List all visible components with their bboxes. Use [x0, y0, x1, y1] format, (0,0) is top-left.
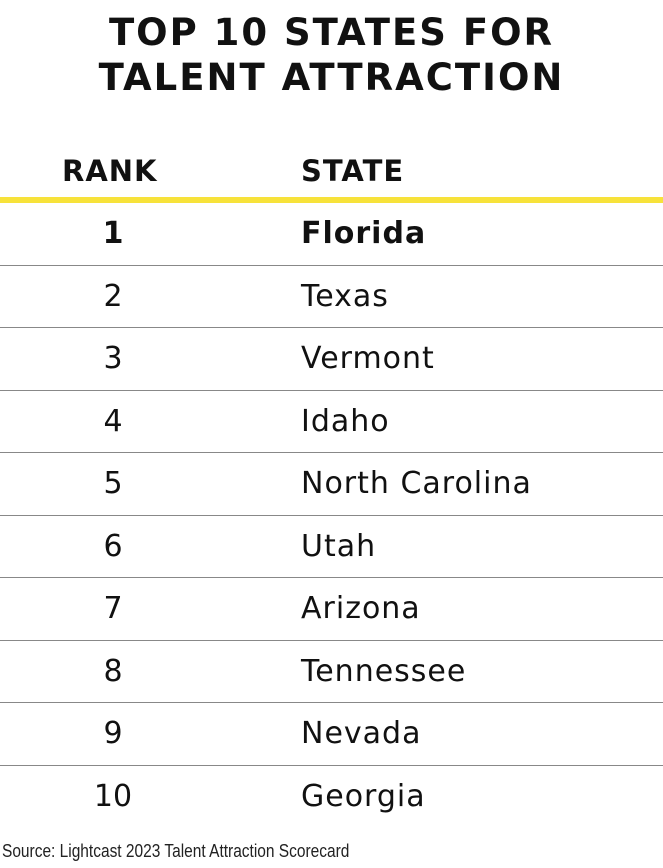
column-header-rank: RANK [62, 154, 158, 188]
table-row: 3 Vermont [0, 328, 663, 391]
source-note: Source: Lightcast 2023 Talent Attraction… [2, 841, 350, 861]
rank-cell: 10 [93, 778, 133, 814]
rank-cell: 7 [103, 591, 123, 626]
rank-cell: 1 [102, 216, 124, 251]
rank-cell: 8 [103, 653, 123, 689]
table-row: 9 Nevada [0, 703, 663, 766]
state-cell: Georgia [301, 778, 426, 814]
table-row: 5 North Carolina [0, 453, 663, 516]
chart-title-line-2: TALENT ATTRACTION [98, 56, 565, 99]
state-cell: Vermont [301, 341, 435, 376]
rank-cell: 3 [103, 341, 123, 376]
table-row: 10 Georgia [0, 766, 663, 829]
ranking-table-body: 1 Florida 2 Texas 3 Vermont 4 Idaho 5 North Carol… [0, 203, 663, 828]
chart-title: TOP 10 STATES FOR TALENT ATTRACTION [0, 10, 663, 100]
rank-cell: 5 [103, 466, 123, 501]
state-cell: Arizona [301, 591, 421, 626]
state-cell: Nevada [301, 716, 422, 751]
table-row: 7 Arizona [0, 578, 663, 641]
column-header-state: STATE [301, 154, 405, 188]
rank-cell: 2 [103, 278, 123, 314]
table-row: 2 Texas [0, 266, 663, 328]
state-cell: North Carolina [301, 466, 532, 501]
rank-cell: 4 [103, 403, 123, 439]
table-row: 4 Idaho [0, 391, 663, 453]
state-cell: Idaho [301, 403, 390, 439]
table-row: 8 Tennessee [0, 641, 663, 703]
table-row: 1 Florida [0, 203, 663, 266]
table-row: 6 Utah [0, 516, 663, 578]
rank-cell: 9 [103, 716, 123, 751]
state-cell: Florida [301, 216, 427, 251]
chart-title-line-1: TOP 10 STATES FOR [108, 11, 555, 54]
state-cell: Texas [301, 278, 389, 314]
rank-cell: 6 [103, 528, 123, 564]
state-cell: Tennessee [301, 653, 467, 689]
state-cell: Utah [301, 528, 377, 564]
header-accent-rule [0, 197, 663, 203]
